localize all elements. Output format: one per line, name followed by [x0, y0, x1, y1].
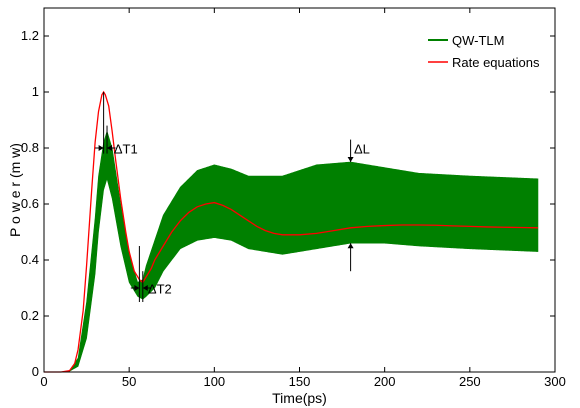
qw-tlm-band-layer: [44, 130, 539, 373]
y-tick-label: 1.2: [21, 28, 39, 43]
y-tick-label: 0.2: [21, 308, 39, 323]
y-tick-label: 0.6: [21, 196, 39, 211]
x-tick-label: 250: [459, 374, 481, 389]
x-tick-label: 200: [374, 374, 396, 389]
rate-equations-line-layer: [44, 90, 538, 373]
series-qw-tlm-band: [44, 130, 539, 373]
x-tick-label: 150: [289, 374, 311, 389]
annotation-layer: ΔT1 ΔT2 ΔL: [95, 92, 370, 302]
x-tick-label: 100: [203, 374, 225, 389]
delta-t1-arrow-left-head: [98, 145, 104, 151]
legend-box: [418, 28, 542, 72]
x-tick-label: 50: [122, 374, 136, 389]
delta-l-arrow-bottom-head: [347, 243, 354, 249]
tick-layer: 0 50 100 150 200 250 300 0 0.2 0.4 0.6 0.8 1 1.2: [21, 8, 566, 389]
y-tick-label: 1: [32, 84, 39, 99]
y-tick-label: 0.4: [21, 252, 39, 267]
legend-label-rate-equations: Rate equations: [452, 55, 540, 70]
x-tick-label: 0: [40, 374, 47, 389]
annotation-label: ΔL: [354, 142, 370, 157]
x-tick-label: 300: [544, 374, 566, 389]
delta-t2-arrow-left-head: [134, 285, 140, 291]
legend: QW-TLM Rate equations: [418, 28, 542, 72]
y-axis-label: P o w e r (m w): [7, 143, 23, 237]
delta-l-arrow-top-head: [347, 157, 354, 162]
y-tick-label: 0: [32, 364, 39, 379]
delta-t2-arrow-right-head: [142, 285, 148, 291]
x-axis-label: Time(ps): [272, 390, 327, 406]
plot-area: ΔT1 ΔT2 ΔL 0 50 100 150 200 250 300 0 0.2 0.4 0.6 0.8…: [21, 7, 566, 389]
annotation-label: ΔT1: [114, 142, 138, 157]
series-rate-equations-line: [44, 90, 538, 373]
y-tick-label: 0.8: [21, 140, 39, 155]
annotation-label: ΔT2: [148, 282, 172, 297]
legend-label-qw-tlm: QW-TLM: [452, 33, 504, 48]
delta-t1-arrow-right-head: [107, 145, 113, 151]
